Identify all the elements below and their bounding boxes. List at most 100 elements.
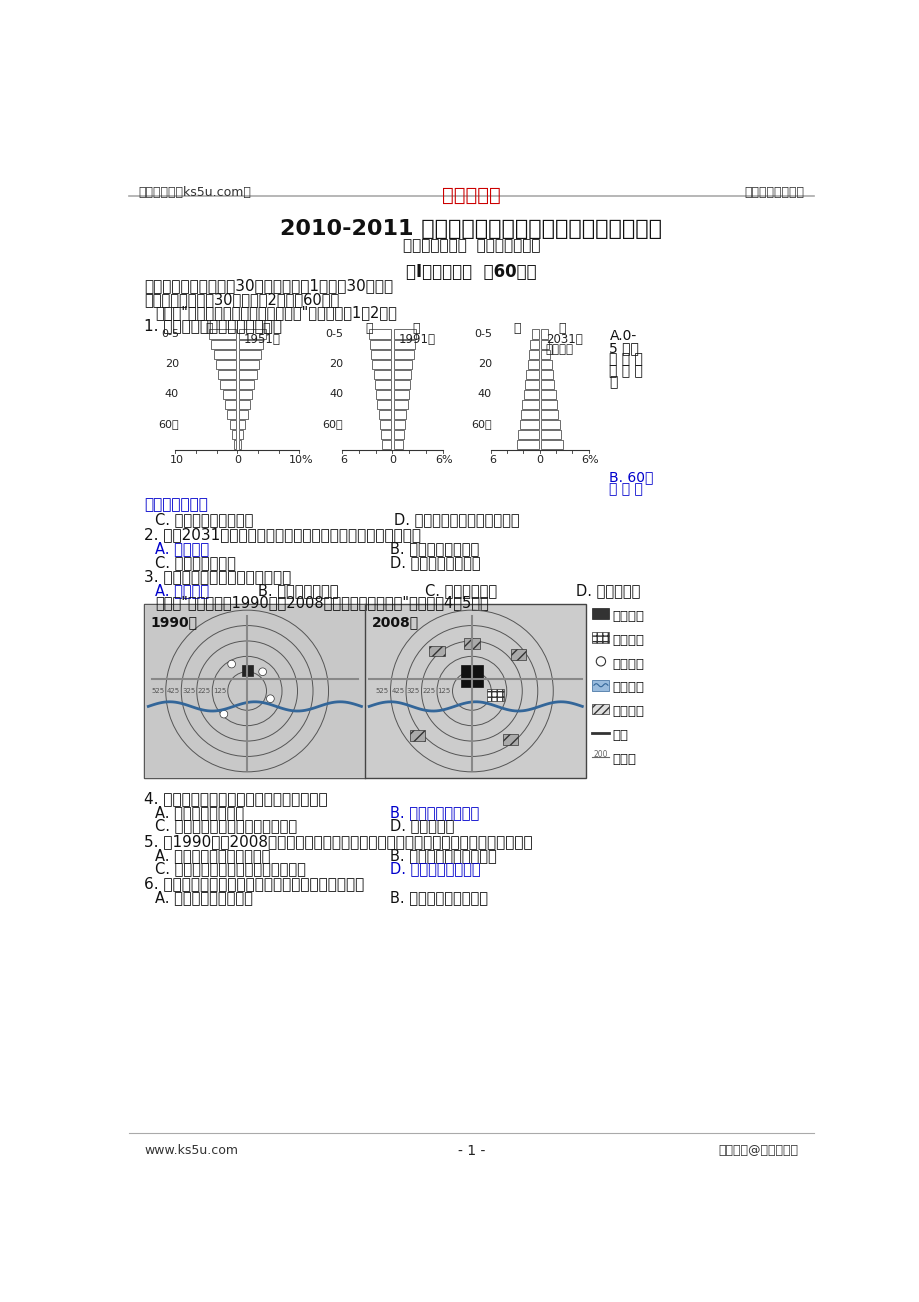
Bar [393,419,404,428]
Text: A. 城市人口规模扩大: A. 城市人口规模扩大 [155,806,244,820]
Bar [592,680,608,690]
Circle shape [228,660,235,668]
Bar [522,400,538,409]
Text: 60岁: 60岁 [471,419,492,430]
Text: 325: 325 [182,687,195,694]
Bar [372,359,391,368]
Text: 下图是"我国某城市1990年和2008年的功能区分布简图"读图完成4－5题。: 下图是"我国某城市1990年和2008年的功能区分布简图"读图完成4－5题。 [155,595,489,611]
Bar [487,689,504,700]
Bar [227,410,236,419]
Bar [393,359,412,368]
Bar [216,359,236,368]
Text: 2008年: 2008年 [371,615,418,629]
Text: 第I卷（选择题  共60分）: 第I卷（选择题 共60分） [406,263,536,280]
Text: 男: 男 [205,322,212,335]
Text: B. 城市用地规模扩大: B. 城市用地规模扩大 [390,806,479,820]
Text: 0-5: 0-5 [161,329,178,339]
Bar [144,604,365,777]
Bar [526,370,538,379]
Text: A. 鼓励生育: A. 鼓励生育 [155,542,210,556]
Bar [213,349,236,359]
Bar [517,430,538,439]
Text: 2. 针对2031年台湾省将要面临的主要人口问题，主要的措施有: 2. 针对2031年台湾省将要面临的主要人口问题，主要的措施有 [144,527,421,543]
Text: 男: 男 [513,322,520,335]
Text: 1991年: 1991年 [398,332,436,345]
Text: 0: 0 [536,454,542,465]
Text: 425: 425 [166,687,179,694]
Circle shape [220,711,228,717]
Bar [429,646,444,656]
Bar [238,370,256,379]
Text: 下图是"台湾省不同年份人口金字塔图"，读图完成1－2题。: 下图是"台湾省不同年份人口金字塔图"，读图完成1－2题。 [155,305,397,320]
Bar [540,359,551,368]
Bar [232,430,236,439]
Bar [540,370,552,379]
Bar [540,400,557,409]
Bar [520,410,538,419]
Text: A. 以人为本，人定胜天: A. 以人为本，人定胜天 [155,891,253,905]
Bar [523,389,538,398]
Bar [393,329,415,339]
Text: 40: 40 [329,389,343,400]
Bar [540,419,560,428]
Bar [369,329,391,339]
Bar [380,430,391,439]
Text: 1951年: 1951年 [244,332,280,345]
Text: B. 60岁: B. 60岁 [608,470,653,484]
Bar [460,665,482,686]
Bar [528,359,538,368]
Text: 10%: 10% [289,454,313,465]
Bar [373,370,391,379]
Text: D. 目前处于人口加速增长阶段: D. 目前处于人口加速增长阶段 [393,512,519,527]
Text: A. 资源状况: A. 资源状况 [155,583,210,598]
Bar [369,340,391,349]
Bar [221,380,236,389]
Text: D. 形成城市带: D. 形成城市带 [390,819,454,833]
Circle shape [267,695,274,703]
Bar [540,410,558,419]
Text: C. 城市人口在总人口中的比重上升: C. 城市人口在总人口中的比重上升 [155,819,297,833]
Bar [393,389,408,398]
Bar [393,410,406,419]
Text: www.ks5u.com: www.ks5u.com [144,1144,238,1157]
Bar [540,349,550,359]
Text: 不 断 上: 不 断 上 [608,365,642,378]
Text: 6%: 6% [581,454,598,465]
Text: 中心城区: 中心城区 [612,609,644,622]
Text: 20: 20 [329,359,343,370]
Text: D. 郊区劳动力素质高: D. 郊区劳动力素质高 [390,861,481,876]
Bar [371,349,391,359]
Text: 40: 40 [477,389,492,400]
Bar [510,650,526,660]
Bar [238,389,252,398]
Text: 女: 女 [558,322,566,335]
Bar [238,419,245,428]
Bar [376,389,391,398]
Bar [393,440,403,449]
Text: 225: 225 [198,687,210,694]
Text: 1. 图示过程能够明显反映台湾省: 1. 图示过程能够明显反映台湾省 [144,318,282,333]
Text: 125: 125 [437,687,450,694]
Text: 公路: 公路 [612,729,628,742]
Bar [238,400,250,409]
Bar [233,440,236,449]
Text: A. 城市用地紧张，地价上涨: A. 城市用地紧张，地价上涨 [155,848,270,863]
Text: 2031年: 2031年 [545,332,582,345]
Bar [516,440,538,449]
Text: 口 比 重: 口 比 重 [608,353,642,367]
Text: 2010-2011 学年度下学期期末考试高一级地理科试题: 2010-2011 学年度下学期期末考试高一级地理科试题 [280,219,662,240]
Text: 等高线: 等高线 [612,753,636,766]
Bar [238,349,261,359]
Text: B. 人口的消费水平: B. 人口的消费水平 [258,583,338,598]
Text: D. 人口的素质: D. 人口的素质 [575,583,640,598]
Text: 325: 325 [406,687,419,694]
Bar [222,389,236,398]
Text: B. 积极实行计划生育: B. 积极实行计划生育 [390,542,479,556]
Bar [374,380,391,389]
Bar [393,400,407,409]
Bar [393,370,411,379]
Text: 20: 20 [477,359,492,370]
Text: 525: 525 [151,687,164,694]
Bar [525,380,538,389]
Circle shape [258,668,267,676]
